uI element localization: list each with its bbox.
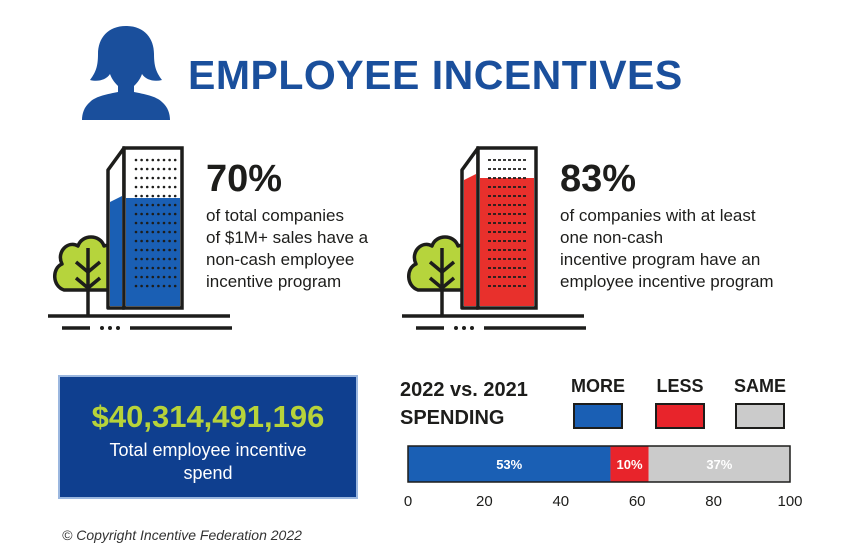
legend-label-same: SAME: [733, 376, 786, 396]
legend-label-more: MORE: [571, 376, 625, 396]
bar-outline: [407, 445, 791, 483]
person-silhouette-icon: [82, 26, 170, 120]
data-label-more: 53%: [496, 457, 522, 472]
legend-less: LESS: [650, 376, 710, 429]
legend-swatch-less: [655, 403, 705, 429]
x-tick-label: 40: [552, 493, 569, 510]
window-dots: [134, 158, 177, 288]
stat-text-2: of companies with at least one non-cash …: [560, 206, 774, 291]
chart-title: 2022 vs. 2021 SPENDING: [400, 379, 528, 429]
legend-more: MORE: [566, 376, 630, 429]
stat-graphic-2: [402, 146, 586, 330]
total-spend-amount: $40,314,491,196: [91, 399, 325, 434]
building-side-fill: [464, 174, 476, 306]
x-tick-label: 0: [404, 493, 412, 510]
x-tick-label: 60: [629, 493, 646, 510]
bar-segment-less: [610, 446, 649, 482]
stat-percent-1: 70%: [206, 158, 283, 200]
building-icon: [106, 146, 184, 310]
copyright-text: © Copyright Incentive Federation 2022: [62, 527, 302, 543]
bar-segment-more: [408, 446, 611, 482]
window-lines: [488, 159, 528, 287]
building-side-fill: [110, 196, 122, 306]
total-spend-label: Total employee incentive spend: [109, 440, 307, 483]
legend-swatch-more: [573, 403, 623, 429]
page-title: EMPLOYEE INCENTIVES: [188, 52, 683, 98]
spending-stacked-bar-chart: 53% 10% 37% 0 20 40 60 80 100: [404, 445, 803, 510]
legend-label-less: LESS: [656, 376, 704, 396]
building-fill-bar: [480, 178, 534, 306]
data-label-same: 37%: [706, 457, 732, 472]
legend-same: SAME: [728, 376, 792, 429]
x-tick-label: 20: [476, 493, 493, 510]
building-icon: [460, 146, 538, 310]
total-spend-card: $40,314,491,196 Total employee incentive…: [58, 375, 358, 499]
stat-text-1: of total companies of $1M+ sales have a …: [206, 206, 369, 291]
legend-swatch-same: [735, 403, 785, 429]
stat-percent-2: 83%: [560, 158, 637, 200]
building-fill-bar: [126, 198, 180, 306]
data-label-less: 10%: [617, 457, 643, 472]
stat-graphic-1: [48, 146, 232, 330]
x-tick-label: 100: [777, 493, 802, 510]
bar-segment-same: [648, 446, 790, 482]
x-tick-label: 80: [705, 493, 722, 510]
